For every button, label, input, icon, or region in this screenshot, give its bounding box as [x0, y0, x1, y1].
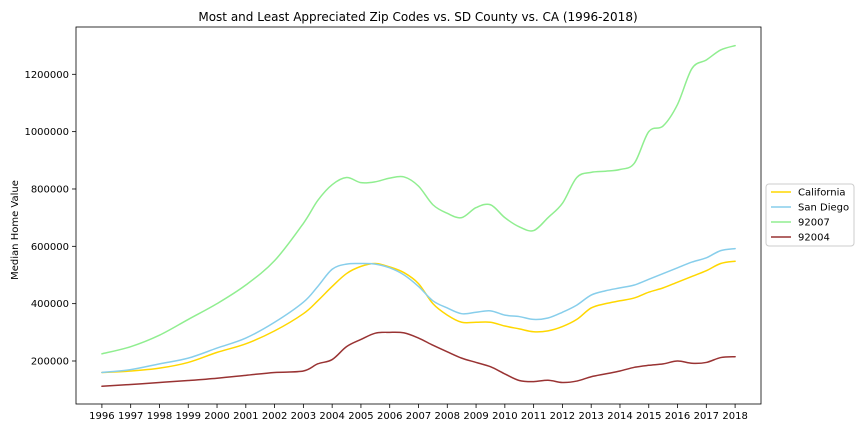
- legend-label: California: [798, 188, 846, 199]
- series-lines: [101, 44, 736, 387]
- legend: California San Diego 92007 92004: [765, 183, 855, 247]
- plot-frame: [75, 26, 762, 405]
- x-tick-label: 2003: [291, 411, 316, 422]
- series-line-san-diego: [101, 247, 736, 374]
- chart-title: Most and Least Appreciated Zip Codes vs.…: [198, 10, 637, 24]
- x-tick-label: 2005: [348, 411, 373, 422]
- series-line-92007: [101, 44, 736, 355]
- x-tick-label: 2016: [665, 411, 690, 422]
- legend-box: [765, 183, 855, 247]
- x-tick-label: 2000: [204, 411, 229, 422]
- x-tick-label: 2008: [435, 411, 460, 422]
- y-tick-label: 200000: [31, 356, 69, 367]
- legend-label: San Diego: [798, 203, 849, 214]
- x-tick-label: 1996: [89, 411, 114, 422]
- legend-label: 92004: [798, 233, 830, 244]
- x-tick-label: 2014: [607, 411, 632, 422]
- x-tick-label: 2006: [377, 411, 402, 422]
- y-tick-label: 1000000: [24, 127, 69, 138]
- x-tick-label: 2017: [694, 411, 719, 422]
- x-tick-label: 2002: [262, 411, 287, 422]
- x-tick-label: 1998: [147, 411, 172, 422]
- y-tick-label: 800000: [31, 184, 69, 195]
- x-tick-label: 2013: [578, 411, 603, 422]
- y-axis-label: Median Home Value: [10, 180, 21, 280]
- x-tick-label: 1999: [176, 411, 201, 422]
- x-tick-label: 2009: [463, 411, 488, 422]
- axes: 1996 1997 1998 1999 2000 2001 2002 2003 2004 2005…: [24, 70, 747, 422]
- legend-label: 92007: [798, 218, 830, 229]
- y-tick-label: 600000: [31, 242, 69, 253]
- x-tick-label: 2011: [521, 411, 546, 422]
- x-tick-label: 2015: [636, 411, 661, 422]
- x-tick-label: 2004: [319, 411, 344, 422]
- x-tick-label: 2001: [233, 411, 258, 422]
- x-tick-label: 1997: [118, 411, 143, 422]
- series-line-california: [101, 260, 736, 374]
- series-line-92004: [101, 331, 736, 387]
- x-tick-label: 2010: [492, 411, 517, 422]
- x-tick-label: 2012: [550, 411, 575, 422]
- x-tick-label: 2007: [406, 411, 431, 422]
- y-tick-label: 400000: [31, 299, 69, 310]
- x-tick-label: 2018: [722, 411, 747, 422]
- y-tick-label: 1200000: [24, 70, 69, 81]
